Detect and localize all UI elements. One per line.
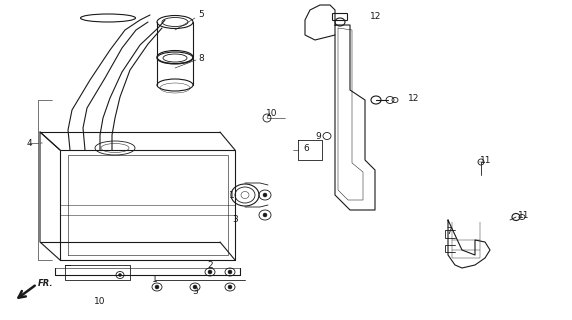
Text: 3: 3 bbox=[192, 287, 198, 297]
Text: 11: 11 bbox=[480, 156, 492, 164]
Ellipse shape bbox=[228, 270, 232, 274]
Text: 1: 1 bbox=[229, 191, 235, 201]
Text: 1: 1 bbox=[152, 276, 158, 284]
Text: 3: 3 bbox=[232, 215, 238, 225]
Ellipse shape bbox=[228, 285, 232, 289]
Text: 12: 12 bbox=[370, 12, 382, 20]
Ellipse shape bbox=[263, 193, 267, 197]
Ellipse shape bbox=[118, 274, 121, 276]
Text: 7: 7 bbox=[446, 228, 452, 236]
Text: 10: 10 bbox=[94, 298, 106, 307]
Text: 12: 12 bbox=[408, 93, 420, 102]
Ellipse shape bbox=[193, 285, 197, 289]
Text: 5: 5 bbox=[198, 10, 204, 19]
Text: 2: 2 bbox=[207, 260, 213, 269]
Text: 10: 10 bbox=[266, 108, 278, 117]
Ellipse shape bbox=[263, 213, 267, 217]
Text: 8: 8 bbox=[198, 53, 204, 62]
Text: 6: 6 bbox=[303, 143, 309, 153]
Text: FR.: FR. bbox=[38, 279, 54, 289]
Text: 11: 11 bbox=[518, 211, 530, 220]
Text: 4: 4 bbox=[26, 139, 32, 148]
Ellipse shape bbox=[155, 285, 159, 289]
Text: 9: 9 bbox=[315, 132, 321, 140]
Ellipse shape bbox=[208, 270, 212, 274]
